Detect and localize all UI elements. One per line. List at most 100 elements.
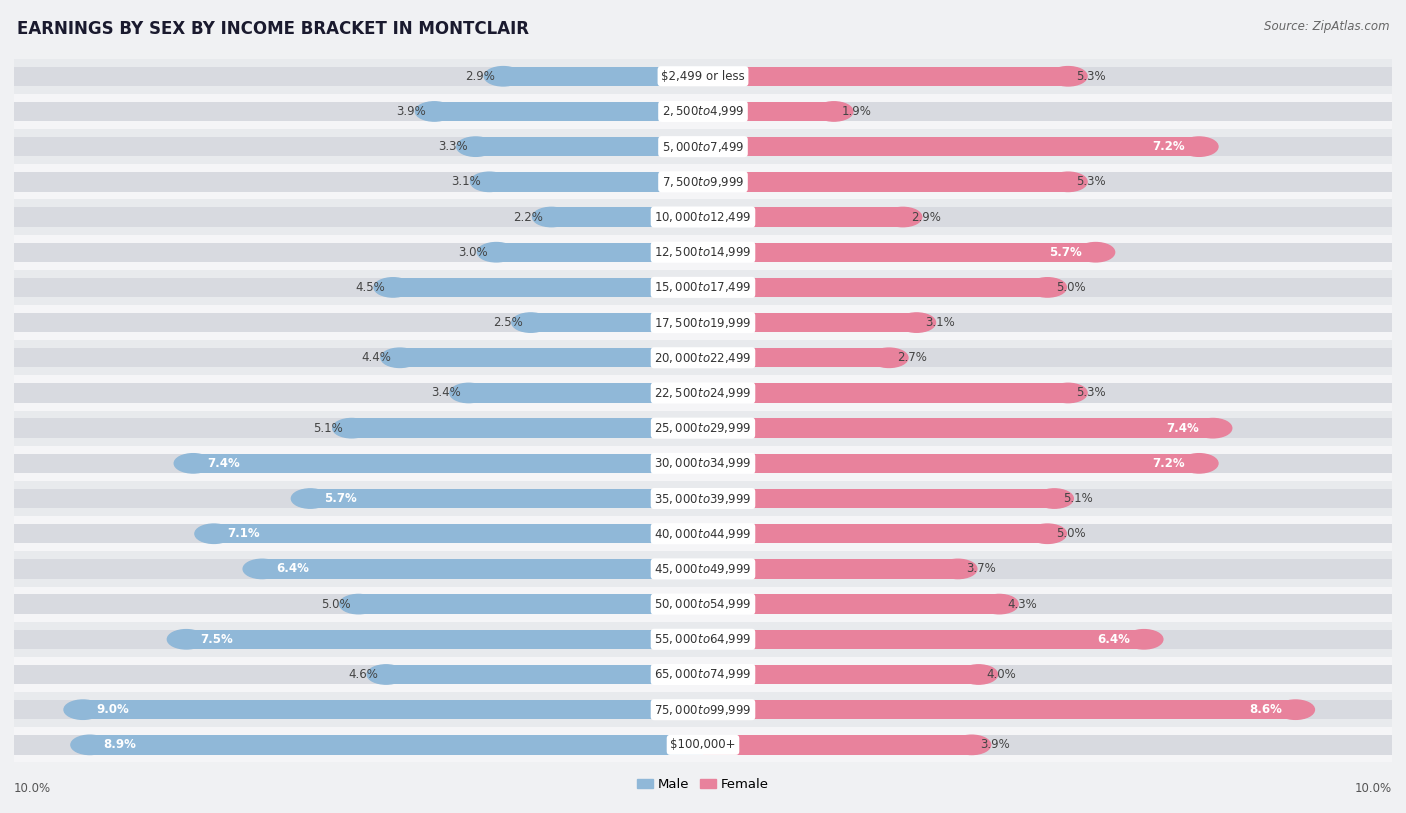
- Circle shape: [70, 735, 108, 754]
- Text: 8.6%: 8.6%: [1249, 703, 1282, 716]
- Circle shape: [897, 313, 935, 333]
- Circle shape: [174, 454, 212, 473]
- Bar: [14, 129, 1392, 164]
- Circle shape: [1194, 419, 1232, 438]
- Text: $35,000 to $39,999: $35,000 to $39,999: [654, 492, 752, 506]
- Circle shape: [478, 242, 515, 262]
- Text: 3.7%: 3.7%: [966, 563, 995, 576]
- Text: $10,000 to $12,499: $10,000 to $12,499: [654, 210, 752, 224]
- Bar: [703, 489, 1054, 508]
- Text: 4.5%: 4.5%: [354, 281, 385, 294]
- Text: $22,500 to $24,999: $22,500 to $24,999: [654, 386, 752, 400]
- Circle shape: [374, 278, 412, 297]
- Text: $5,000 to $7,499: $5,000 to $7,499: [662, 140, 744, 154]
- Circle shape: [512, 313, 550, 333]
- Text: $17,500 to $19,999: $17,500 to $19,999: [654, 315, 752, 329]
- Text: 2.9%: 2.9%: [911, 211, 941, 224]
- Circle shape: [195, 524, 233, 543]
- Circle shape: [1125, 629, 1163, 649]
- Bar: [475, 137, 703, 156]
- Bar: [14, 59, 1392, 93]
- Text: 10.0%: 10.0%: [1355, 782, 1392, 795]
- Circle shape: [939, 559, 977, 579]
- Bar: [503, 67, 703, 86]
- Bar: [703, 137, 1199, 156]
- Bar: [14, 278, 703, 297]
- Bar: [387, 665, 703, 685]
- Bar: [14, 728, 1392, 763]
- Bar: [14, 665, 703, 685]
- Bar: [703, 278, 1047, 297]
- Bar: [14, 559, 703, 579]
- Text: 5.7%: 5.7%: [1049, 246, 1083, 259]
- Bar: [14, 313, 703, 333]
- Circle shape: [333, 419, 371, 438]
- Text: $7,500 to $9,999: $7,500 to $9,999: [662, 175, 744, 189]
- Text: 10.0%: 10.0%: [14, 782, 51, 795]
- Bar: [703, 67, 1069, 86]
- Bar: [703, 594, 1392, 614]
- Text: $45,000 to $49,999: $45,000 to $49,999: [654, 562, 752, 576]
- Bar: [90, 735, 703, 754]
- Text: 8.9%: 8.9%: [104, 738, 136, 751]
- Circle shape: [1049, 67, 1087, 86]
- Text: $30,000 to $34,999: $30,000 to $34,999: [654, 456, 752, 471]
- Text: 1.9%: 1.9%: [842, 105, 872, 118]
- Bar: [14, 481, 1392, 516]
- Bar: [468, 383, 703, 402]
- Bar: [496, 242, 703, 262]
- Circle shape: [1049, 383, 1087, 402]
- Circle shape: [884, 207, 922, 227]
- Bar: [531, 313, 703, 333]
- Text: 2.2%: 2.2%: [513, 211, 543, 224]
- Bar: [14, 164, 1392, 199]
- Text: 5.0%: 5.0%: [1056, 281, 1085, 294]
- Bar: [703, 524, 1047, 543]
- Text: $65,000 to $74,999: $65,000 to $74,999: [654, 667, 752, 681]
- Bar: [703, 313, 1392, 333]
- Bar: [703, 102, 834, 121]
- Bar: [83, 700, 703, 720]
- Circle shape: [1077, 242, 1115, 262]
- Text: $25,000 to $29,999: $25,000 to $29,999: [654, 421, 752, 435]
- Bar: [703, 419, 1213, 438]
- Bar: [703, 313, 917, 333]
- Text: 4.4%: 4.4%: [361, 351, 392, 364]
- Text: 3.9%: 3.9%: [396, 105, 426, 118]
- Bar: [214, 524, 703, 543]
- Bar: [359, 594, 703, 614]
- Bar: [14, 67, 703, 86]
- Circle shape: [291, 489, 329, 508]
- Text: 2.5%: 2.5%: [492, 316, 523, 329]
- Text: $55,000 to $64,999: $55,000 to $64,999: [654, 633, 752, 646]
- Bar: [14, 454, 703, 473]
- Bar: [14, 524, 703, 543]
- Circle shape: [960, 665, 997, 685]
- Circle shape: [1029, 524, 1066, 543]
- Bar: [551, 207, 703, 227]
- Bar: [392, 278, 703, 297]
- Bar: [703, 665, 979, 685]
- Bar: [14, 93, 1392, 129]
- Bar: [14, 489, 703, 508]
- Text: $2,500 to $4,999: $2,500 to $4,999: [662, 104, 744, 119]
- Bar: [703, 207, 903, 227]
- Circle shape: [953, 735, 991, 754]
- Text: 5.3%: 5.3%: [1077, 386, 1107, 399]
- Text: 6.4%: 6.4%: [1097, 633, 1130, 646]
- Bar: [703, 700, 1392, 720]
- Bar: [14, 242, 703, 262]
- Bar: [14, 383, 703, 402]
- Circle shape: [1277, 700, 1315, 720]
- Circle shape: [471, 172, 509, 192]
- Bar: [703, 383, 1392, 402]
- Bar: [703, 348, 1392, 367]
- Text: 7.4%: 7.4%: [207, 457, 239, 470]
- Text: 2.7%: 2.7%: [897, 351, 927, 364]
- Bar: [14, 692, 1392, 728]
- Circle shape: [533, 207, 571, 227]
- Text: 6.4%: 6.4%: [276, 563, 309, 576]
- Bar: [703, 137, 1392, 156]
- Text: 5.0%: 5.0%: [321, 598, 350, 611]
- Text: 3.4%: 3.4%: [430, 386, 461, 399]
